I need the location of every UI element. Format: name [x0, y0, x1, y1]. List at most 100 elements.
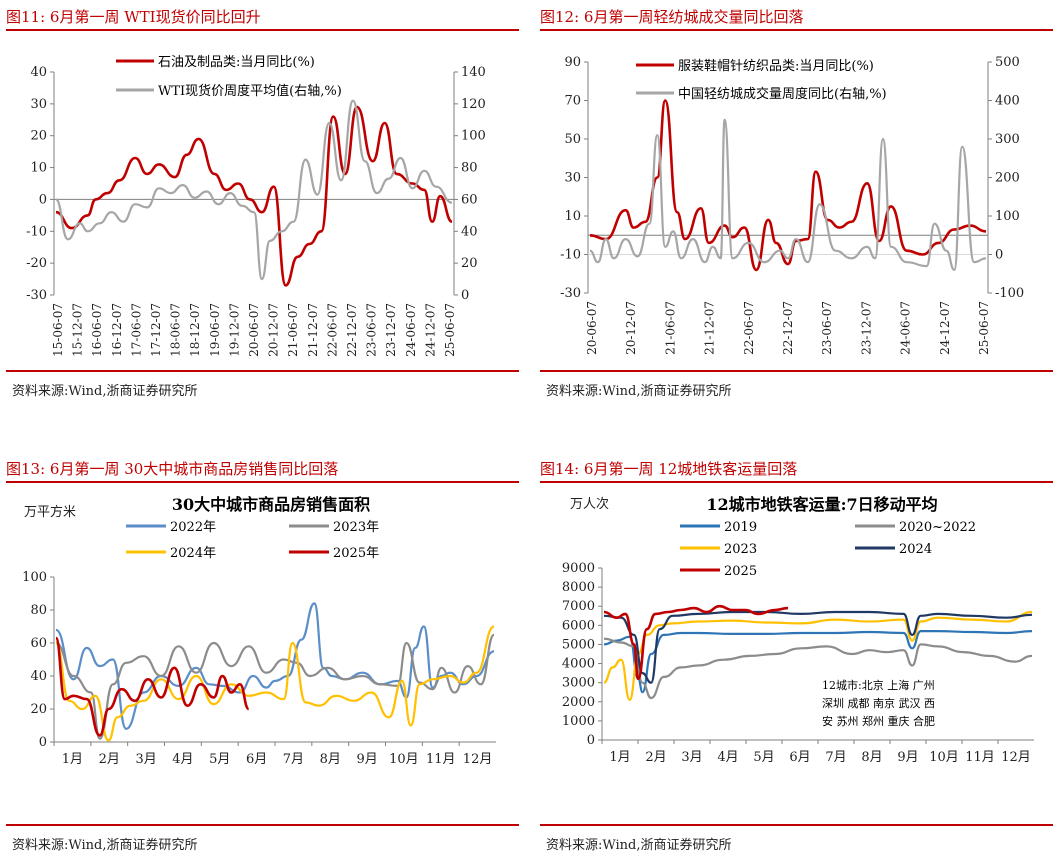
x-tick-label: 16-12-07 [110, 303, 124, 357]
series-line-2025年 [54, 636, 250, 737]
series-line-2019 [603, 630, 1033, 694]
legend-label: 2019 [724, 520, 757, 535]
x-tick-label: 12月 [463, 752, 493, 767]
x-tick-label: 23-12-07 [384, 303, 398, 357]
chart-title: 30大中城市商品房销售面积 [172, 495, 370, 514]
panel-title: 图12: 6月第一周轻纺城成交量同比回落 [540, 8, 804, 26]
y-tick-label-left: 70 [564, 94, 581, 109]
source-rule [540, 370, 1053, 372]
legend-label: 中国轻纺城成交量周度同比(右轴,%) [678, 86, 887, 102]
x-tick-label: 11月 [426, 752, 456, 767]
x-tick-label: 22-06-07 [325, 303, 339, 357]
chart-c12: -30 -10 10 30 50 70 90 -100 0 100 200 300 400 500 20-0… [560, 55, 1024, 355]
x-tick-label: 17-12-07 [149, 303, 163, 357]
y-tick-label-left: 20 [30, 129, 47, 144]
title-rule [6, 29, 519, 31]
panel-11: 图11: 6月第一周 WTI现货价同比回升 -30 -20 -10 0 10 20 30 40… [6, 0, 519, 410]
y-tick-label-left: 0 [587, 733, 595, 748]
series-line-WTI现货价周度平均值(右轴,%) [54, 99, 453, 281]
y-tick-label-right: 20 [461, 256, 478, 271]
title-rule [540, 481, 1053, 483]
source-rule [6, 824, 519, 826]
y-tick-label-right: 100 [995, 209, 1020, 224]
x-tick-label: 8月 [320, 752, 341, 767]
x-tick-label: 22-12-07 [345, 303, 359, 357]
y-tick-label-left: 3000 [562, 676, 595, 691]
x-tick-label: 6月 [246, 752, 267, 767]
y-tick-label-right: 40 [461, 224, 478, 239]
legend-label: 石油及制品类:当月同比(%) [158, 55, 315, 70]
x-tick-label: 25-06-07 [977, 301, 991, 355]
x-tick-label: 19-12-07 [227, 303, 241, 357]
x-tick-label: 15-12-07 [71, 303, 85, 357]
source-rule [6, 370, 519, 372]
y-tick-label-right: 140 [461, 65, 486, 80]
x-tick-label: 23-12-07 [859, 301, 873, 355]
y-tick-label-left: 90 [564, 55, 581, 70]
legend-label: 2025 [724, 564, 757, 579]
x-tick-label: 3月 [135, 752, 156, 767]
x-tick-label: 4月 [172, 752, 193, 767]
y-tick-label-right: 400 [995, 94, 1020, 109]
x-tick-label: 2月 [99, 752, 120, 767]
x-tick-label: 15-06-07 [51, 303, 65, 357]
source-note: 资料来源:Wind,浙商证券研究所 [12, 838, 198, 853]
legend-label: WTI现货价周度平均值(右轴,%) [158, 83, 342, 99]
x-tick-label: 25-06-07 [443, 303, 457, 357]
y-tick-label-left: 0 [39, 735, 47, 750]
y-tick-label-left: -10 [26, 224, 47, 239]
y-tick-label-right: 100 [461, 129, 486, 144]
x-tick-label: 10月 [389, 752, 419, 767]
y-tick-label-left: -10 [560, 248, 581, 263]
y-tick-label-left: -20 [26, 256, 47, 271]
chart-c14: 0 1000 2000 3000 4000 5000 6000 7000 8000 9000 1月 2… [562, 495, 1034, 765]
source-note: 资料来源:Wind,浙商证券研究所 [546, 384, 732, 399]
chart-c13: 0 20 40 60 80 100 1月 2月 3月 4月 5月 6月 7月 8月 9月 10月 11月 12月 3… [22, 495, 496, 767]
source-rule [540, 824, 1053, 826]
x-tick-label: 7月 [825, 750, 846, 765]
source-note: 资料来源:Wind,浙商证券研究所 [12, 384, 198, 399]
y-tick-label-left: 60 [30, 636, 47, 651]
x-tick-label: 3月 [681, 750, 702, 765]
series-line-2022年 [55, 602, 495, 730]
y-tick-label-left: 100 [22, 570, 47, 585]
x-tick-label: 21-06-07 [663, 301, 677, 355]
x-tick-label: 24-12-07 [423, 303, 437, 357]
note-line: 安 苏州 郑州 重庆 合肥 [822, 714, 935, 728]
x-tick-label: 20-12-07 [267, 303, 281, 357]
y-tick-label-left: 50 [564, 132, 581, 147]
x-tick-label: 6月 [789, 750, 810, 765]
y-tick-label-left: 8000 [562, 580, 595, 595]
series-line-石油及制品类:当月同比(%) [55, 105, 453, 287]
y-tick-label-left: 10 [564, 209, 581, 224]
x-tick-label: 12月 [1001, 750, 1031, 765]
series-line-2020~2022 [603, 637, 1033, 700]
y-tick-label-right: 0 [461, 288, 469, 303]
x-tick-label: 24-12-07 [938, 301, 952, 355]
y-tick-label-left: 80 [30, 603, 47, 618]
y-tick-label-left: 9000 [562, 561, 595, 576]
x-tick-label: 23-06-07 [820, 301, 834, 355]
x-tick-label: 22-12-07 [781, 301, 795, 355]
legend-label: 2023年 [333, 520, 379, 535]
panel-title: 图13: 6月第一周 30大中城市商品房销售同比回落 [6, 460, 339, 478]
x-tick-label: 16-06-07 [90, 303, 104, 357]
x-tick-label: 20-12-07 [624, 301, 638, 355]
x-tick-label: 21-06-07 [286, 303, 300, 357]
x-tick-label: 11月 [965, 750, 995, 765]
title-rule [540, 29, 1053, 31]
x-tick-label: 2月 [645, 750, 666, 765]
legend-label: 服装鞋帽针纺织品类:当月同比(%) [678, 58, 874, 74]
source-note: 资料来源:Wind,浙商证券研究所 [546, 838, 732, 853]
x-tick-label: 23-06-07 [365, 303, 379, 357]
legend-label: 2023 [724, 542, 757, 557]
x-tick-label: 8月 [861, 750, 882, 765]
panel-13: 图13: 6月第一周 30大中城市商品房销售同比回落 0 20 40 60 80 100 1… [6, 452, 519, 857]
x-tick-label: 24-06-07 [404, 303, 418, 357]
x-tick-label: 18-06-07 [169, 303, 183, 357]
y-tick-label-left: 2000 [562, 695, 595, 710]
legend-label: 2024年 [170, 546, 216, 561]
y-tick-label-left: 6000 [562, 618, 595, 633]
series-line-2023 [603, 610, 1033, 701]
y-tick-label-left: 30 [30, 97, 47, 112]
